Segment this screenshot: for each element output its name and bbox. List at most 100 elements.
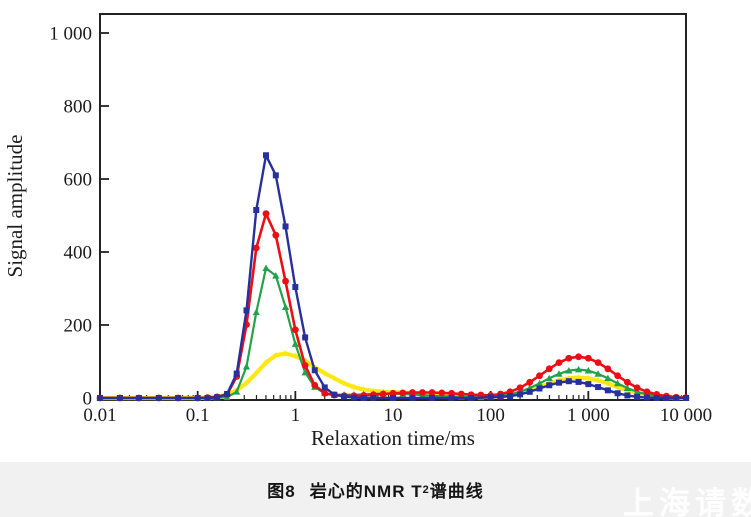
x-tick-label: 0.1 — [186, 405, 210, 426]
marker-triangle — [242, 363, 251, 370]
marker-circle — [389, 389, 397, 397]
marker-diamond — [321, 370, 328, 377]
caption-suffix: 谱曲线 — [429, 482, 484, 501]
marker-circle — [252, 244, 260, 252]
marker-square — [468, 395, 475, 401]
marker-square — [282, 223, 289, 230]
marker-square — [536, 385, 543, 392]
marker-diamond — [604, 380, 611, 387]
marker-circle — [545, 365, 553, 373]
marker-diamond — [360, 386, 367, 393]
marker-square — [585, 381, 592, 388]
marker-diamond — [253, 370, 260, 377]
marker-square — [556, 379, 563, 386]
marker-circle — [584, 354, 592, 362]
caption-subscript: 2 — [422, 483, 430, 496]
marker-square — [643, 394, 650, 401]
marker-square — [595, 384, 602, 391]
marker-diamond — [331, 375, 338, 382]
marker-square — [116, 395, 123, 401]
marker-square — [370, 395, 377, 401]
marker-square — [204, 395, 211, 401]
marker-square — [243, 307, 250, 314]
x-tick-label: 1 — [291, 405, 301, 426]
figure-caption: 图8 岩心的NMR T 2 谱曲线 — [0, 462, 751, 517]
caption-prefix: 岩心的NMR T — [309, 482, 423, 501]
x-tick-label: 0.01 — [83, 405, 116, 426]
y-tick-label: 0 — [83, 389, 93, 410]
y-axis: 0 200 400 600 800 1 000 — [49, 24, 109, 410]
marker-diamond — [341, 380, 348, 387]
marker-square — [135, 395, 142, 401]
marker-diamond — [263, 359, 270, 366]
marker-triangle — [272, 272, 280, 279]
marker-square — [194, 395, 201, 401]
marker-circle — [604, 365, 612, 373]
marker-square — [302, 334, 309, 341]
marker-circle — [301, 362, 309, 369]
marker-square — [614, 390, 621, 397]
series-red-curve — [96, 210, 690, 402]
marker-square — [448, 395, 455, 401]
marker-square — [634, 393, 641, 400]
y-axis-title: Signal amplitude — [3, 135, 27, 278]
marker-triangle — [252, 308, 260, 316]
y-tick-label: 200 — [64, 316, 93, 337]
marker-circle — [428, 389, 436, 396]
marker-square — [321, 384, 328, 391]
marker-square — [263, 152, 270, 159]
marker-square — [292, 284, 299, 291]
marker-diamond — [243, 380, 250, 387]
marker-square — [390, 395, 396, 401]
marker-circle — [526, 378, 534, 386]
marker-circle — [321, 389, 329, 397]
chart-svg: 0 200 400 600 800 1 000 0.01 0.1 1 10 100 1 000 10 0… — [3, 13, 712, 450]
marker-square — [214, 394, 221, 401]
marker-circle — [536, 372, 543, 380]
marker-square — [546, 382, 553, 389]
marker-square — [487, 394, 494, 401]
marker-square — [429, 395, 436, 401]
marker-square — [155, 395, 162, 401]
marker-diamond — [282, 350, 289, 357]
marker-triangle — [281, 303, 290, 310]
marker-triangle — [545, 374, 553, 382]
x-tick-label: 10 — [384, 405, 403, 426]
marker-square — [517, 391, 524, 398]
marker-circle — [555, 359, 563, 366]
marker-triangle — [594, 370, 602, 377]
marker-triangle — [262, 264, 270, 271]
watermark-text: 上海请数 — [623, 486, 751, 517]
marker-circle — [614, 372, 622, 380]
x-tick-label: 1 000 — [567, 405, 610, 426]
marker-square — [360, 395, 367, 401]
marker-circle — [399, 389, 407, 397]
marker-circle — [282, 277, 289, 285]
marker-circle — [409, 389, 416, 396]
marker-circle — [262, 210, 270, 218]
marker-circle — [419, 389, 426, 396]
marker-triangle — [623, 384, 632, 392]
marker-circle — [272, 231, 280, 239]
marker-circle — [516, 384, 524, 392]
marker-square — [526, 388, 533, 395]
marker-square — [272, 172, 279, 179]
marker-square — [409, 395, 416, 401]
marker-circle — [624, 378, 631, 386]
marker-triangle — [574, 365, 583, 373]
marker-circle — [594, 359, 602, 366]
plot-frame — [99, 13, 687, 401]
y-tick-label: 1 000 — [49, 24, 92, 45]
marker-triangle — [614, 379, 622, 387]
marker-triangle — [301, 368, 309, 376]
marker-triangle — [291, 340, 299, 347]
marker-diamond — [595, 377, 602, 384]
y-tick-label: 600 — [64, 170, 93, 191]
marker-triangle — [535, 379, 544, 387]
marker-triangle — [233, 388, 241, 395]
marker-circle — [575, 353, 582, 361]
marker-square — [624, 392, 631, 399]
marker-square — [683, 395, 689, 401]
